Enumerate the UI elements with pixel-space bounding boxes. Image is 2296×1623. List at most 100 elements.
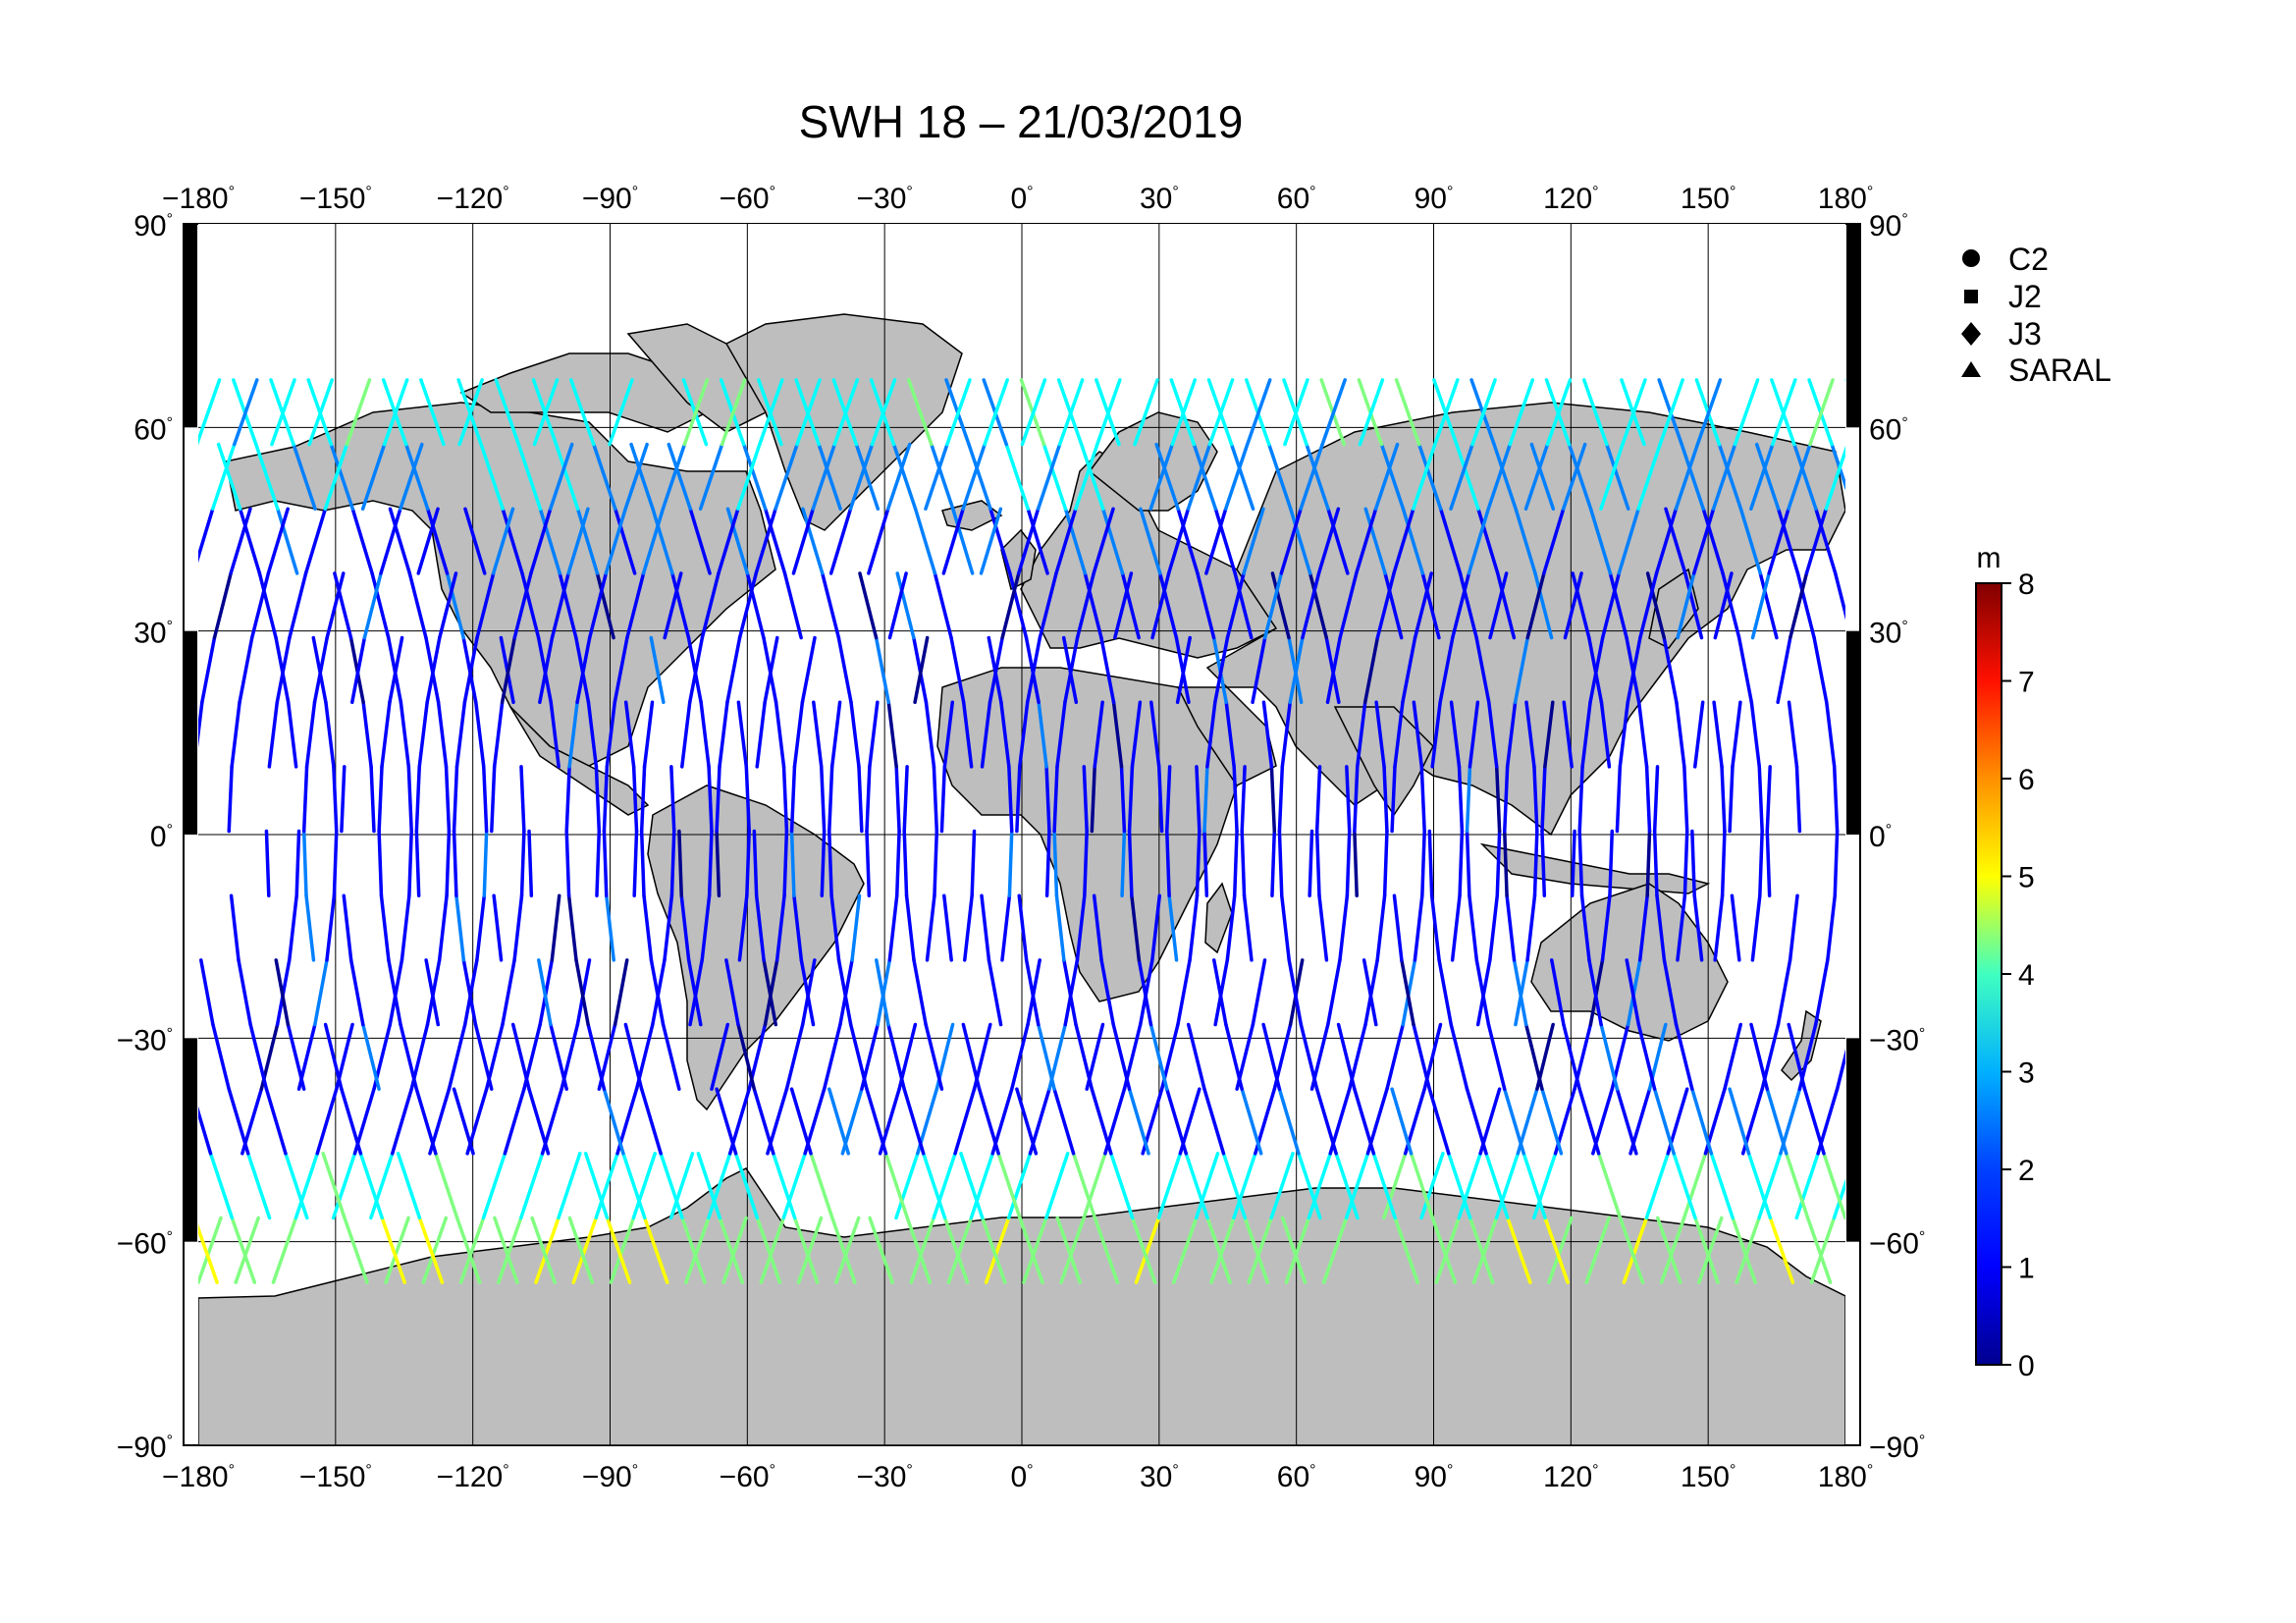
longitude-tick-label: −150° — [299, 183, 372, 215]
track-segment — [569, 378, 596, 447]
track-segment — [1015, 1087, 1039, 1156]
track-segment — [1063, 507, 1088, 575]
track-segment — [1581, 378, 1609, 447]
track-segment — [902, 829, 909, 897]
track-segment — [1134, 1216, 1161, 1284]
track-segment — [538, 507, 561, 575]
track-segment — [211, 1022, 231, 1091]
longitude-tick-label: 90° — [1415, 183, 1454, 215]
track-segment — [1788, 893, 1799, 962]
track-segment — [1749, 700, 1762, 769]
longitude-labels-bottom: −180° −150° −120° −90° −60° −30° 0° 30° 60° 90° 12… — [162, 1461, 1873, 1493]
track-segment — [1749, 1022, 1770, 1091]
track-segment — [284, 1152, 309, 1220]
track-segment — [342, 893, 353, 962]
longitude-tick-label: 120° — [1543, 1461, 1598, 1493]
track-segment — [1638, 571, 1659, 640]
track-segment — [1776, 958, 1792, 1027]
track-segment — [1284, 1216, 1311, 1284]
track-segment — [1600, 893, 1612, 962]
track-segment — [1615, 765, 1623, 834]
track-segment — [1167, 893, 1179, 962]
track-segment — [527, 829, 534, 897]
track-segment — [1212, 958, 1228, 1027]
track-segment — [1512, 958, 1528, 1027]
track-segment — [321, 1152, 347, 1220]
track-segment — [868, 1216, 894, 1284]
track-segment — [1083, 571, 1103, 640]
track-segment — [1525, 893, 1537, 962]
track-segment — [710, 1022, 730, 1091]
track-segment — [437, 893, 449, 962]
track-segment — [625, 571, 646, 640]
track-segment — [1090, 765, 1096, 834]
track-segment — [1353, 829, 1359, 897]
track-segment — [725, 507, 750, 575]
track-segment — [1344, 1152, 1370, 1220]
track-segment — [789, 1087, 813, 1156]
track-segment — [913, 635, 930, 704]
track-segment — [1636, 700, 1649, 769]
track-segment — [1449, 700, 1462, 769]
track-segment — [1940, 895, 1947, 960]
track-segment — [1506, 1216, 1532, 1284]
longitude-tick-label: 60° — [1277, 1461, 1316, 1493]
track-segment — [1833, 829, 1840, 897]
track-segment — [632, 829, 639, 897]
track-segment — [1522, 1152, 1547, 1220]
track-segment — [1757, 1152, 1783, 1220]
longitude-tick-label: −90° — [582, 1461, 638, 1493]
track-segment — [362, 571, 383, 640]
track-segment — [1130, 1216, 1157, 1284]
latitude-tick-label: −60° — [1869, 1228, 1925, 1261]
track-segment — [238, 635, 254, 704]
track-segment — [1279, 507, 1303, 575]
track-segment — [512, 893, 524, 962]
track-segment — [1401, 635, 1417, 704]
track-segment — [1044, 829, 1051, 897]
track-segment — [1636, 1022, 1657, 1091]
track-segment — [1523, 1022, 1544, 1091]
track-segment — [1355, 507, 1378, 575]
track-segment — [1251, 635, 1267, 704]
track-segment — [264, 1087, 288, 1156]
track-segment — [1514, 507, 1537, 575]
track-segment — [1676, 571, 1696, 640]
track-segment — [1314, 1087, 1338, 1156]
track-segment — [639, 829, 646, 897]
track-segment — [126, 960, 137, 1025]
track-segment — [1024, 958, 1041, 1027]
track-segment — [490, 765, 497, 834]
track-segment — [1247, 1216, 1273, 1284]
track-segment — [887, 571, 908, 640]
track-segment — [557, 1152, 582, 1220]
track-segment — [792, 1216, 820, 1284]
track-segment — [1353, 765, 1360, 834]
track-segment — [801, 507, 825, 575]
track-segment — [1099, 635, 1116, 704]
track-segment — [462, 635, 479, 704]
track-segment — [1720, 829, 1727, 897]
track-segment — [315, 1087, 339, 1156]
track-segment — [817, 442, 842, 512]
track-segment — [1390, 765, 1397, 834]
track-segment — [1608, 829, 1615, 897]
track-segment — [1225, 571, 1246, 640]
track-segment — [1682, 1152, 1708, 1220]
track-segment — [1588, 507, 1613, 575]
track-segment — [1765, 829, 1772, 897]
longitude-tick-label: −30° — [857, 183, 913, 215]
track-segment — [1054, 507, 1078, 575]
track-segment — [865, 829, 872, 897]
track-segment — [1682, 765, 1689, 834]
track-segment — [403, 442, 430, 512]
track-segment — [492, 893, 504, 962]
track-segment — [1531, 1152, 1558, 1220]
track-segment — [329, 442, 355, 512]
circle-icon — [1962, 249, 1980, 267]
track-segment — [1622, 1216, 1649, 1284]
track-segment — [762, 958, 778, 1027]
track-segment — [566, 507, 590, 575]
track-segment — [933, 571, 953, 640]
track-segment — [1795, 571, 1816, 640]
